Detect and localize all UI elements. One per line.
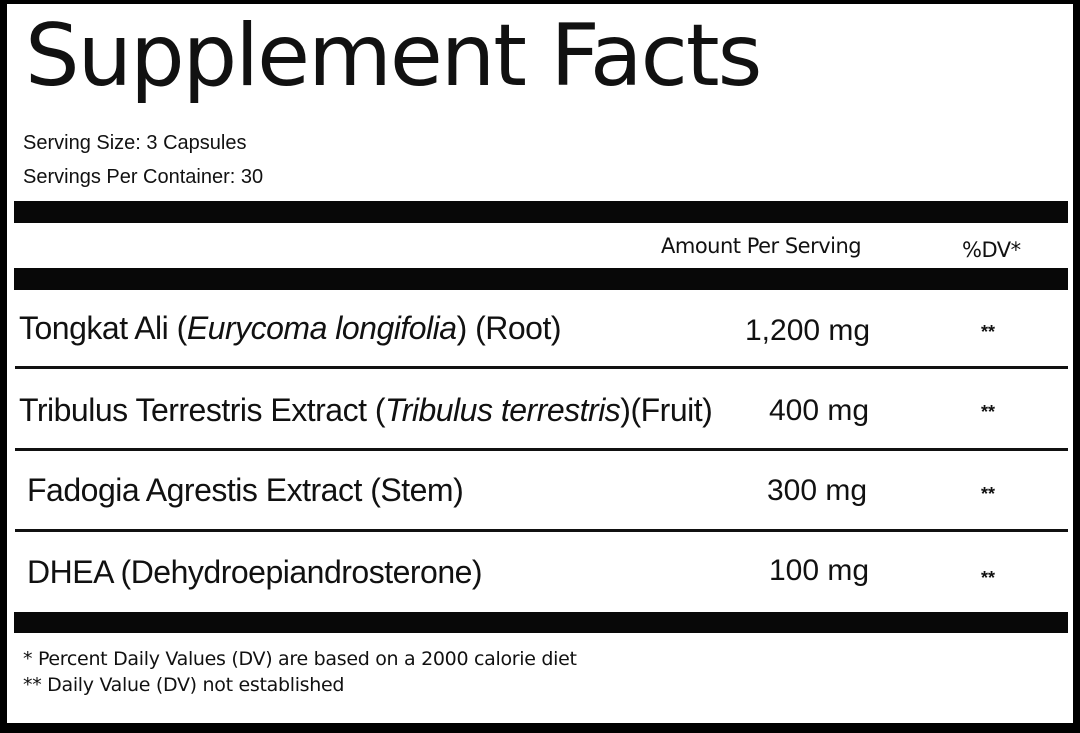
ingredient-latin: Tribulus terrestris	[385, 392, 621, 428]
ingredient-part: )(Fruit)	[620, 392, 713, 428]
ingredient-dv: **	[981, 322, 996, 342]
ingredient-name: Fadogia Agrestis Extract (Stem)	[27, 472, 464, 508]
divider-bar	[14, 268, 1068, 290]
ingredient-amount: 100 mg	[769, 554, 870, 587]
amount-header: Amount Per Serving	[661, 234, 862, 258]
ingredient-amount: 400 mg	[769, 394, 870, 427]
ingredient-name: Tribulus Terrestris Extract (Tribulus te…	[19, 392, 713, 429]
ingredient-name: DHEA (Dehydroepiandrosterone)	[27, 554, 483, 590]
servings-per-container: Servings Per Container: 30	[23, 166, 264, 188]
divider-bar	[14, 201, 1068, 223]
ingredient-latin: Eurycoma longifolia	[186, 310, 457, 346]
serving-size: Serving Size: 3 Capsules	[23, 132, 247, 154]
row-divider	[15, 366, 1068, 369]
ingredient-amount: 1,200 mg	[745, 314, 871, 347]
ingredient-amount: 300 mg	[767, 474, 868, 507]
ingredient-part: ) (Root)	[456, 310, 562, 346]
ingredient-text: Tongkat Ali (	[19, 310, 187, 346]
ingredient-dv: **	[981, 402, 996, 422]
divider-bar	[14, 612, 1068, 633]
ingredient-name: Tongkat Ali (Eurycoma longifolia) (Root)	[19, 310, 562, 347]
ingredient-text: Tribulus Terrestris Extract (	[19, 392, 386, 428]
page-title: Supplement Facts	[25, 6, 762, 106]
footnote: ** Daily Value (DV) not established	[23, 674, 345, 696]
row-divider	[15, 448, 1068, 451]
footnote: * Percent Daily Values (DV) are based on…	[23, 648, 577, 670]
ingredient-dv: **	[981, 484, 996, 504]
label-panel: Supplement Facts Serving Size: 3 Capsule…	[7, 4, 1073, 723]
dv-header: %DV*	[962, 238, 1021, 262]
ingredient-dv: **	[981, 568, 996, 588]
row-divider	[15, 529, 1068, 532]
